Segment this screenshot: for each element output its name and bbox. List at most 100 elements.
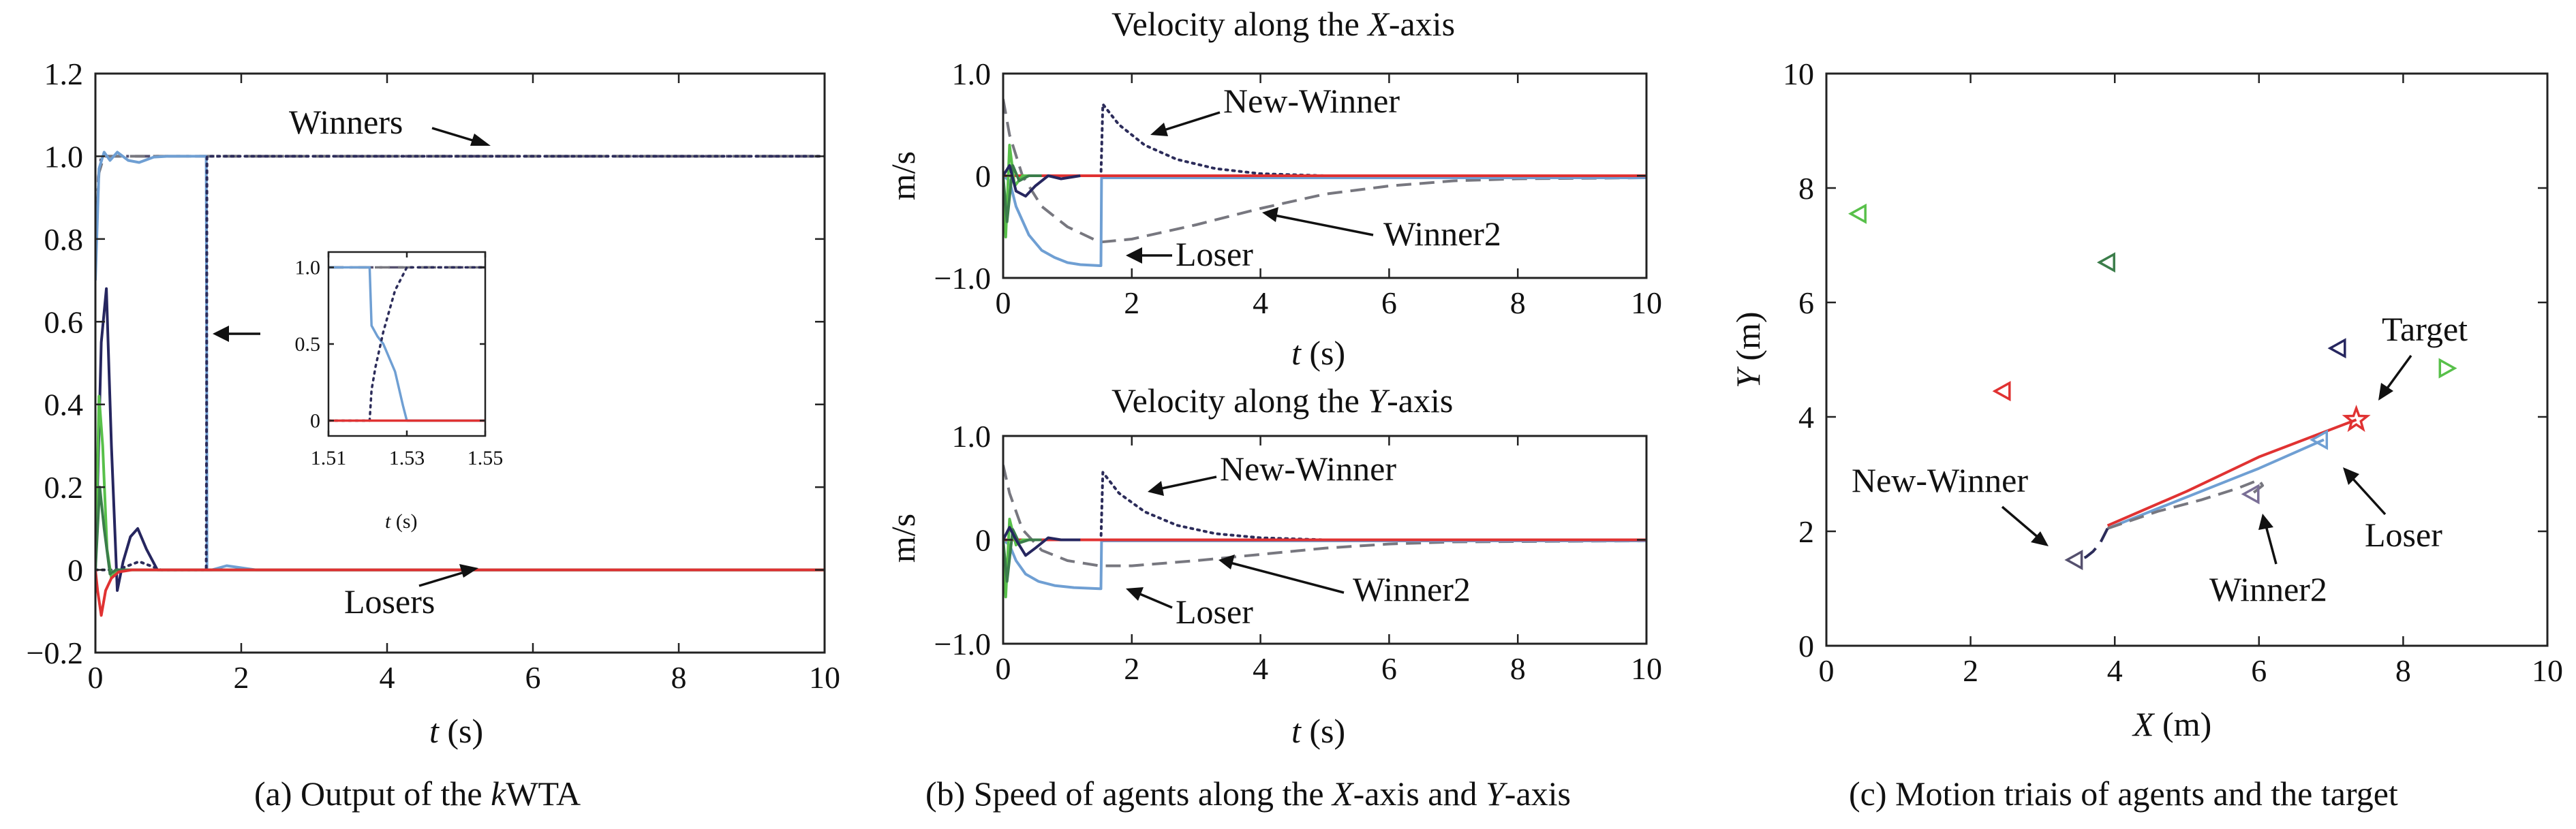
kwta-zoom-inset: 1.51 1.53 1.55 0 0.5 1.0 t (s)	[295, 251, 504, 533]
trajectory-xtick-label: 4	[2107, 653, 2123, 688]
trajectory-xlabel: X (m)	[2132, 705, 2211, 743]
trajectory-ytick-label: 0	[1798, 629, 1814, 663]
velocity-x-xlabel: t (s)	[1291, 334, 1345, 372]
vy-series-0-dotted-line	[1003, 471, 1646, 542]
vx-xtick-label: 6	[1381, 285, 1397, 320]
trajectory-ytick-label: 6	[1798, 285, 1814, 320]
vy-xtick-label: 4	[1253, 651, 1268, 686]
traj-arrow-target-head	[2378, 383, 2393, 401]
traj-arrow-new-winner	[2001, 505, 2040, 539]
kwta-axis-ticks: 0 2 4 6 8 10−0.200.20.40.60.81.01.2	[27, 57, 840, 695]
kwta-xtick-label: 2	[234, 660, 249, 695]
vy-arrow-loser-head	[1126, 587, 1144, 601]
kwta-series-1-dashed-line	[95, 155, 825, 248]
kwta-ytick-label: 0.4	[44, 388, 84, 422]
agent-marker-7	[2064, 550, 2083, 570]
trajectory-xtick-label: 6	[2251, 653, 2267, 688]
velocity-x-panel: Velocity along the X-axis 0 2 4 6 8 10−1.001.…	[884, 5, 1662, 372]
vx-arrow-new-winner-head	[1150, 123, 1168, 136]
trajectory-panel: 0 2 4 6 8 10 0 2 4 6 8 10 Y (m) X (m) Target New-Wi…	[1729, 57, 2563, 813]
traj-arrow-new-winner-head	[2031, 531, 2049, 546]
vx-ytick-label: −1.0	[934, 261, 991, 296]
inset-background	[328, 252, 485, 436]
traj-annotation-winner2: Winner2	[2209, 570, 2327, 608]
traj-arrow-target	[2384, 354, 2412, 392]
inset-ytick-label: 0.5	[295, 333, 321, 356]
trajectory-xtick-label: 10	[2532, 653, 2563, 688]
kwta-ytick-label: 1.0	[44, 139, 84, 174]
velocity-y-axis-ticks: 0 2 4 6 8 10−1.001.0	[934, 419, 1662, 686]
vy-xtick-label: 2	[1124, 651, 1139, 686]
vx-annotation-loser: Loser	[1176, 235, 1253, 273]
vx-series-1-dashed-line	[1003, 99, 1646, 244]
traj-annotation-target: Target	[2382, 310, 2468, 348]
vy-annotation-new-winner: New-Winner	[1220, 450, 1396, 488]
trajectory-ytick-label: 2	[1798, 514, 1814, 549]
velocity-x-series-group	[1003, 99, 1646, 267]
arrow-winners	[431, 127, 478, 143]
kwta-series-6-solid-line	[95, 486, 825, 576]
target-star-marker	[2342, 405, 2371, 433]
vx-xtick-label: 2	[1124, 285, 1139, 320]
agent-marker-0	[1847, 203, 1867, 224]
vx-arrow-winner2-head	[1262, 207, 1278, 222]
vy-xtick-label: 10	[1631, 651, 1662, 686]
vx-arrow-winner2	[1274, 214, 1374, 236]
trajectory-ytick-label: 10	[1783, 57, 1814, 91]
velocity-caption: (b) Speed of agents along the X-axis and…	[925, 775, 1571, 813]
kwta-xtick-label: 6	[525, 660, 541, 695]
annotation-losers: Losers	[344, 582, 435, 621]
agent-marker-1	[2096, 252, 2115, 273]
vx-annotation-winner2: Winner2	[1383, 215, 1501, 253]
velocity-y-ylabel: m/s	[884, 514, 922, 563]
inset-xtick-label: 1.53	[389, 447, 425, 469]
traj-arrow-winner2	[2265, 525, 2278, 565]
kwta-ytick-label: −0.2	[27, 636, 83, 670]
vy-arrow-new-winner-head	[1148, 481, 1164, 496]
inset-series-group	[328, 266, 485, 422]
vx-arrow-loser-head	[1126, 247, 1142, 264]
traj-arrow-loser	[2350, 475, 2387, 516]
vy-arrow-new-winner	[1158, 475, 1217, 490]
vy-series-1-dashed-line	[1003, 465, 1646, 567]
trajectory-series-1-solid-line	[2106, 438, 2325, 530]
kwta-caption: (a) Output of the kWTA	[254, 775, 581, 813]
agent-marker-6	[2241, 484, 2260, 505]
kwta-xtick-label: 10	[809, 660, 840, 695]
inset-xtick-label: 1.55	[467, 447, 504, 469]
traj-annotation-new-winner: New-Winner	[1852, 461, 2028, 499]
trajectory-caption: (c) Motion triais of agents and the targ…	[1849, 775, 2398, 813]
agent-marker-4	[2327, 338, 2346, 359]
vx-xtick-label: 10	[1631, 285, 1662, 320]
vy-ytick-label: 0	[975, 523, 991, 558]
vy-annotation-loser: Loser	[1176, 593, 1253, 631]
trajectory-xtick-label: 0	[1819, 653, 1835, 688]
velocity-x-axis-ticks: 0 2 4 6 8 10−1.001.0	[934, 57, 1662, 320]
arrow-winners-head	[470, 134, 491, 146]
traj-arrow-winner2-head	[2258, 514, 2273, 530]
trajectory-xtick-label: 2	[1963, 653, 1978, 688]
arrow-losers-head	[459, 564, 478, 578]
inset-ytick-label: 1.0	[295, 257, 321, 279]
inset-ytick-label: 0	[310, 410, 320, 433]
velocity-x-ylabel: m/s	[884, 151, 922, 200]
velocity-y-panel: Velocity along the Y-axis 0 2 4 6 8 10−1.001.…	[884, 381, 1662, 813]
vx-arrow-new-winner	[1161, 111, 1221, 132]
vx-series-5-solid-line	[1003, 164, 1042, 223]
vx-annotation-new-winner: New-Winner	[1223, 82, 1400, 120]
vy-annotation-winner2: Winner2	[1353, 570, 1471, 608]
vy-ytick-label: −1.0	[934, 627, 991, 661]
kwta-xtick-label: 0	[88, 660, 104, 695]
vx-xtick-label: 8	[1510, 285, 1526, 320]
trajectory-series-2-dashed-line	[2106, 478, 2265, 530]
kwta-xtick-label: 8	[671, 660, 687, 695]
trajectory-ylabel: Y (m)	[1729, 311, 1767, 388]
trajectory-xtick-label: 8	[2395, 653, 2411, 688]
agent-marker-2	[1992, 381, 2011, 402]
traj-annotation-loser: Loser	[2365, 516, 2442, 554]
inset-xtick-label: 1.51	[311, 447, 347, 469]
vx-series-6-solid-line	[1003, 164, 1081, 198]
velocity-x-title: Velocity along the X-axis	[1111, 5, 1455, 43]
arrow-to-inset-head	[213, 326, 229, 342]
traj-arrow-loser-head	[2343, 467, 2359, 485]
